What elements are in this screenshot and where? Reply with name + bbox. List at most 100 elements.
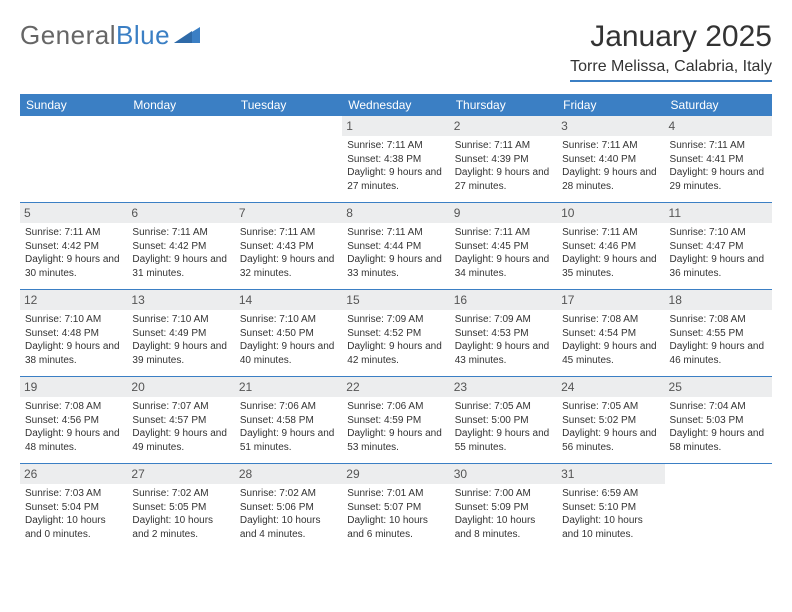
sunrise-line: Sunrise: 7:00 AM — [455, 487, 552, 501]
sunset-line: Sunset: 5:09 PM — [455, 501, 552, 515]
sunrise-line: Sunrise: 7:08 AM — [25, 400, 122, 414]
day-number: 24 — [557, 377, 664, 397]
sunset-line: Sunset: 4:50 PM — [240, 327, 337, 341]
daylight-line: Daylight: 9 hours and 33 minutes. — [347, 253, 444, 280]
sunset-line: Sunset: 4:53 PM — [455, 327, 552, 341]
day-cell: 14Sunrise: 7:10 AMSunset: 4:50 PMDayligh… — [235, 290, 342, 376]
day-number: 25 — [665, 377, 772, 397]
sunset-line: Sunset: 4:58 PM — [240, 414, 337, 428]
day-cell: 1Sunrise: 7:11 AMSunset: 4:38 PMDaylight… — [342, 116, 449, 202]
daylight-line: Daylight: 9 hours and 42 minutes. — [347, 340, 444, 367]
sunrise-line: Sunrise: 7:11 AM — [670, 139, 767, 153]
week-row: 1Sunrise: 7:11 AMSunset: 4:38 PMDaylight… — [20, 116, 772, 203]
weekday-header-row: SundayMondayTuesdayWednesdayThursdayFrid… — [20, 94, 772, 116]
sunrise-line: Sunrise: 7:05 AM — [562, 400, 659, 414]
day-number: 27 — [127, 464, 234, 484]
weekday-label: Friday — [557, 94, 664, 116]
sunset-line: Sunset: 5:00 PM — [455, 414, 552, 428]
daylight-line: Daylight: 10 hours and 2 minutes. — [132, 514, 229, 541]
sunrise-line: Sunrise: 7:11 AM — [25, 226, 122, 240]
sunset-line: Sunset: 5:07 PM — [347, 501, 444, 515]
daylight-line: Daylight: 10 hours and 0 minutes. — [25, 514, 122, 541]
brand-part2: Blue — [116, 20, 170, 51]
day-cell: 2Sunrise: 7:11 AMSunset: 4:39 PMDaylight… — [450, 116, 557, 202]
sunrise-line: Sunrise: 7:09 AM — [347, 313, 444, 327]
day-number: 17 — [557, 290, 664, 310]
sunset-line: Sunset: 4:47 PM — [670, 240, 767, 254]
daylight-line: Daylight: 9 hours and 28 minutes. — [562, 166, 659, 193]
sunset-line: Sunset: 4:43 PM — [240, 240, 337, 254]
day-cell-empty — [665, 464, 772, 550]
sunset-line: Sunset: 5:06 PM — [240, 501, 337, 515]
daylight-line: Daylight: 9 hours and 36 minutes. — [670, 253, 767, 280]
day-number: 30 — [450, 464, 557, 484]
daylight-line: Daylight: 9 hours and 40 minutes. — [240, 340, 337, 367]
sunset-line: Sunset: 5:05 PM — [132, 501, 229, 515]
day-number: 6 — [127, 203, 234, 223]
day-number: 11 — [665, 203, 772, 223]
daylight-line: Daylight: 10 hours and 6 minutes. — [347, 514, 444, 541]
sunset-line: Sunset: 4:52 PM — [347, 327, 444, 341]
daylight-line: Daylight: 9 hours and 58 minutes. — [670, 427, 767, 454]
calendar-grid: SundayMondayTuesdayWednesdayThursdayFrid… — [20, 94, 772, 550]
day-cell: 3Sunrise: 7:11 AMSunset: 4:40 PMDaylight… — [557, 116, 664, 202]
day-cell: 23Sunrise: 7:05 AMSunset: 5:00 PMDayligh… — [450, 377, 557, 463]
day-cell: 20Sunrise: 7:07 AMSunset: 4:57 PMDayligh… — [127, 377, 234, 463]
day-cell: 15 Sunrise: 7:09 AMSunset: 4:52 PMDayligh… — [342, 290, 449, 376]
sunrise-line: Sunrise: 7:03 AM — [25, 487, 122, 501]
month-title: January 2025 — [570, 20, 772, 54]
sunrise-line: Sunrise: 7:11 AM — [562, 226, 659, 240]
day-number: 26 — [20, 464, 127, 484]
sunset-line: Sunset: 4:40 PM — [562, 153, 659, 167]
daylight-line: Daylight: 9 hours and 35 minutes. — [562, 253, 659, 280]
day-cell: 29Sunrise: 7:01 AMSunset: 5:07 PMDayligh… — [342, 464, 449, 550]
day-cell-empty — [127, 116, 234, 202]
daylight-line: Daylight: 9 hours and 53 minutes. — [347, 427, 444, 454]
daylight-line: Daylight: 9 hours and 48 minutes. — [25, 427, 122, 454]
day-cell: 16Sunrise: 7:09 AMSunset: 4:53 PMDayligh… — [450, 290, 557, 376]
sunrise-line: Sunrise: 7:11 AM — [132, 226, 229, 240]
sunrise-line: Sunrise: 7:10 AM — [240, 313, 337, 327]
daylight-line: Daylight: 9 hours and 49 minutes. — [132, 427, 229, 454]
daylight-line: Daylight: 9 hours and 30 minutes. — [25, 253, 122, 280]
week-row: 26Sunrise: 7:03 AMSunset: 5:04 PMDayligh… — [20, 464, 772, 550]
day-number: 18 — [665, 290, 772, 310]
day-number: 19 — [20, 377, 127, 397]
day-number: 2 — [450, 116, 557, 136]
day-cell: 4Sunrise: 7:11 AMSunset: 4:41 PMDaylight… — [665, 116, 772, 202]
sunset-line: Sunset: 4:42 PM — [25, 240, 122, 254]
sunset-line: Sunset: 4:45 PM — [455, 240, 552, 254]
day-number: 20 — [127, 377, 234, 397]
sunrise-line: Sunrise: 6:59 AM — [562, 487, 659, 501]
day-cell-empty — [20, 116, 127, 202]
title-block: January 2025 Torre Melissa, Calabria, It… — [570, 20, 772, 82]
sunrise-line: Sunrise: 7:11 AM — [455, 226, 552, 240]
daylight-line: Daylight: 9 hours and 31 minutes. — [132, 253, 229, 280]
day-number: 15 — [342, 290, 449, 310]
day-cell: 31Sunrise: 6:59 AMSunset: 5:10 PMDayligh… — [557, 464, 664, 550]
day-number: 5 — [20, 203, 127, 223]
sunset-line: Sunset: 4:41 PM — [670, 153, 767, 167]
day-cell: 11 Sunrise: 7:10 AMSunset: 4:47 PMDayligh… — [665, 203, 772, 289]
weeks-container: 1Sunrise: 7:11 AMSunset: 4:38 PMDaylight… — [20, 116, 772, 550]
daylight-line: Daylight: 9 hours and 34 minutes. — [455, 253, 552, 280]
weekday-label: Tuesday — [235, 94, 342, 116]
sunrise-line: Sunrise: 7:10 AM — [670, 226, 767, 240]
sunset-line: Sunset: 4:55 PM — [670, 327, 767, 341]
sunrise-line: Sunrise: 7:06 AM — [347, 400, 444, 414]
day-number: 22 — [342, 377, 449, 397]
sunrise-line: Sunrise: 7:08 AM — [670, 313, 767, 327]
sunset-line: Sunset: 4:57 PM — [132, 414, 229, 428]
sunrise-line: Sunrise: 7:09 AM — [455, 313, 552, 327]
daylight-line: Daylight: 9 hours and 43 minutes. — [455, 340, 552, 367]
sunset-line: Sunset: 4:39 PM — [455, 153, 552, 167]
day-number: 12 — [20, 290, 127, 310]
daylight-line: Daylight: 9 hours and 27 minutes. — [347, 166, 444, 193]
weekday-label: Wednesday — [342, 94, 449, 116]
day-number: 7 — [235, 203, 342, 223]
sunrise-line: Sunrise: 7:08 AM — [562, 313, 659, 327]
daylight-line: Daylight: 9 hours and 32 minutes. — [240, 253, 337, 280]
sunset-line: Sunset: 4:44 PM — [347, 240, 444, 254]
daylight-line: Daylight: 9 hours and 46 minutes. — [670, 340, 767, 367]
sunset-line: Sunset: 5:04 PM — [25, 501, 122, 515]
